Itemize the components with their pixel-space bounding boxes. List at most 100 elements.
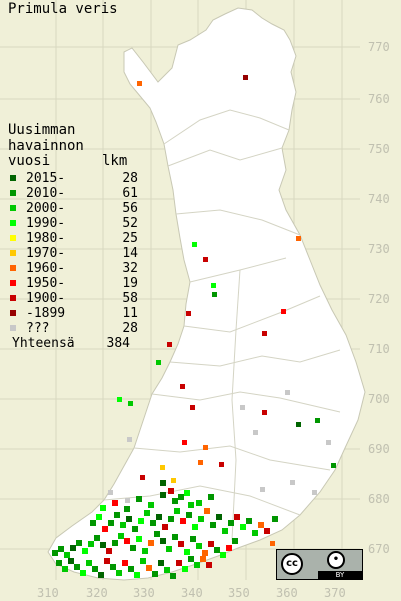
observation-square xyxy=(222,528,228,534)
legend-item: 1980- 25 xyxy=(8,231,138,246)
x-axis-label: 350 xyxy=(228,586,250,600)
observation-square xyxy=(296,236,301,241)
legend-item: 1950- 19 xyxy=(8,276,138,291)
observation-square xyxy=(160,480,166,486)
legend-count: 11 xyxy=(122,306,138,321)
observation-square xyxy=(262,331,267,336)
observation-square xyxy=(56,560,62,566)
x-axis-label: 320 xyxy=(86,586,108,600)
legend-label: 1900- xyxy=(26,291,66,306)
observation-square xyxy=(132,526,138,532)
observation-square xyxy=(240,524,246,530)
observation-square xyxy=(285,390,290,395)
observation-square xyxy=(196,543,202,549)
cc-by-license-badge[interactable]: cc • BY xyxy=(276,549,363,580)
observation-square xyxy=(186,311,191,316)
observation-square xyxy=(171,478,176,483)
observation-square xyxy=(100,542,106,548)
legend-count: 28 xyxy=(122,321,138,336)
observation-square xyxy=(125,498,130,503)
observation-square xyxy=(140,558,146,564)
observation-square xyxy=(100,505,106,511)
observation-square xyxy=(200,556,206,562)
province-borders xyxy=(103,109,341,541)
observation-square xyxy=(58,546,64,552)
observation-square xyxy=(234,514,240,520)
observation-square xyxy=(76,540,82,546)
observation-square xyxy=(198,516,204,522)
observation-square xyxy=(186,512,192,518)
y-axis-label: 690 xyxy=(368,442,390,456)
x-axis-label: 340 xyxy=(181,586,203,600)
observation-square xyxy=(138,518,144,524)
observation-square xyxy=(212,292,217,297)
observation-square xyxy=(192,242,197,247)
observation-square xyxy=(228,520,234,526)
observation-square xyxy=(136,496,142,502)
legend-label: 1960- xyxy=(26,261,66,276)
observation-square xyxy=(128,401,133,406)
x-axis-label: 330 xyxy=(133,586,155,600)
legend-swatch xyxy=(10,310,16,316)
observation-square xyxy=(142,548,148,554)
y-axis-label: 740 xyxy=(368,192,390,206)
observation-square xyxy=(96,514,102,520)
observation-square xyxy=(62,566,68,572)
observation-square xyxy=(82,548,88,554)
observation-square xyxy=(120,522,126,528)
observation-square xyxy=(88,541,94,547)
legend-count: 52 xyxy=(122,216,138,231)
legend-item: ??? 28 xyxy=(8,321,138,336)
legend-label: 2015- xyxy=(26,171,66,186)
observation-square xyxy=(156,514,162,520)
legend-item: 1970- 14 xyxy=(8,246,138,261)
legend-item: -1899 11 xyxy=(8,306,138,321)
observation-square xyxy=(160,465,165,470)
observation-square xyxy=(94,535,100,541)
observation-square xyxy=(74,564,80,570)
observation-square xyxy=(258,522,264,528)
legend-swatch xyxy=(10,190,16,196)
legend-swatch xyxy=(10,220,16,226)
observation-square xyxy=(146,565,152,571)
x-axis-label: 370 xyxy=(324,586,346,600)
observation-square xyxy=(112,540,118,546)
observation-square xyxy=(272,516,278,522)
legend-heading-2: havainnon xyxy=(8,138,84,154)
y-axis-label: 750 xyxy=(368,142,390,156)
legend-total-count: 384 xyxy=(106,336,130,351)
observation-square xyxy=(174,508,180,514)
observation-square xyxy=(144,510,150,516)
legend-count: 28 xyxy=(122,171,138,186)
legend-label: ??? xyxy=(26,321,50,336)
observation-square xyxy=(172,498,178,504)
observation-square xyxy=(160,492,166,498)
legend-count: 32 xyxy=(122,261,138,276)
y-axis-label: 670 xyxy=(368,542,390,556)
observation-square xyxy=(226,545,232,551)
y-axis-label: 760 xyxy=(368,92,390,106)
legend-count: 19 xyxy=(122,276,138,291)
legend-swatch xyxy=(10,265,16,271)
observation-square xyxy=(192,524,198,530)
observation-square xyxy=(170,573,176,579)
legend-col-year: vuosi xyxy=(8,153,51,169)
observation-square xyxy=(52,550,58,556)
observation-square xyxy=(260,487,265,492)
legend-label: 1950- xyxy=(26,276,66,291)
legend-label: 1970- xyxy=(26,246,66,261)
legend-label: 2010- xyxy=(26,186,66,201)
observation-square xyxy=(202,550,208,556)
observation-square xyxy=(208,494,214,500)
observation-square xyxy=(252,530,258,536)
observation-square xyxy=(326,440,331,445)
legend-label: 2000- xyxy=(26,201,66,216)
observation-square xyxy=(117,397,122,402)
observation-square xyxy=(331,463,336,468)
observation-square xyxy=(116,570,122,576)
legend-label: 1980- xyxy=(26,231,66,246)
observation-square xyxy=(92,566,98,572)
observation-square xyxy=(134,572,140,578)
